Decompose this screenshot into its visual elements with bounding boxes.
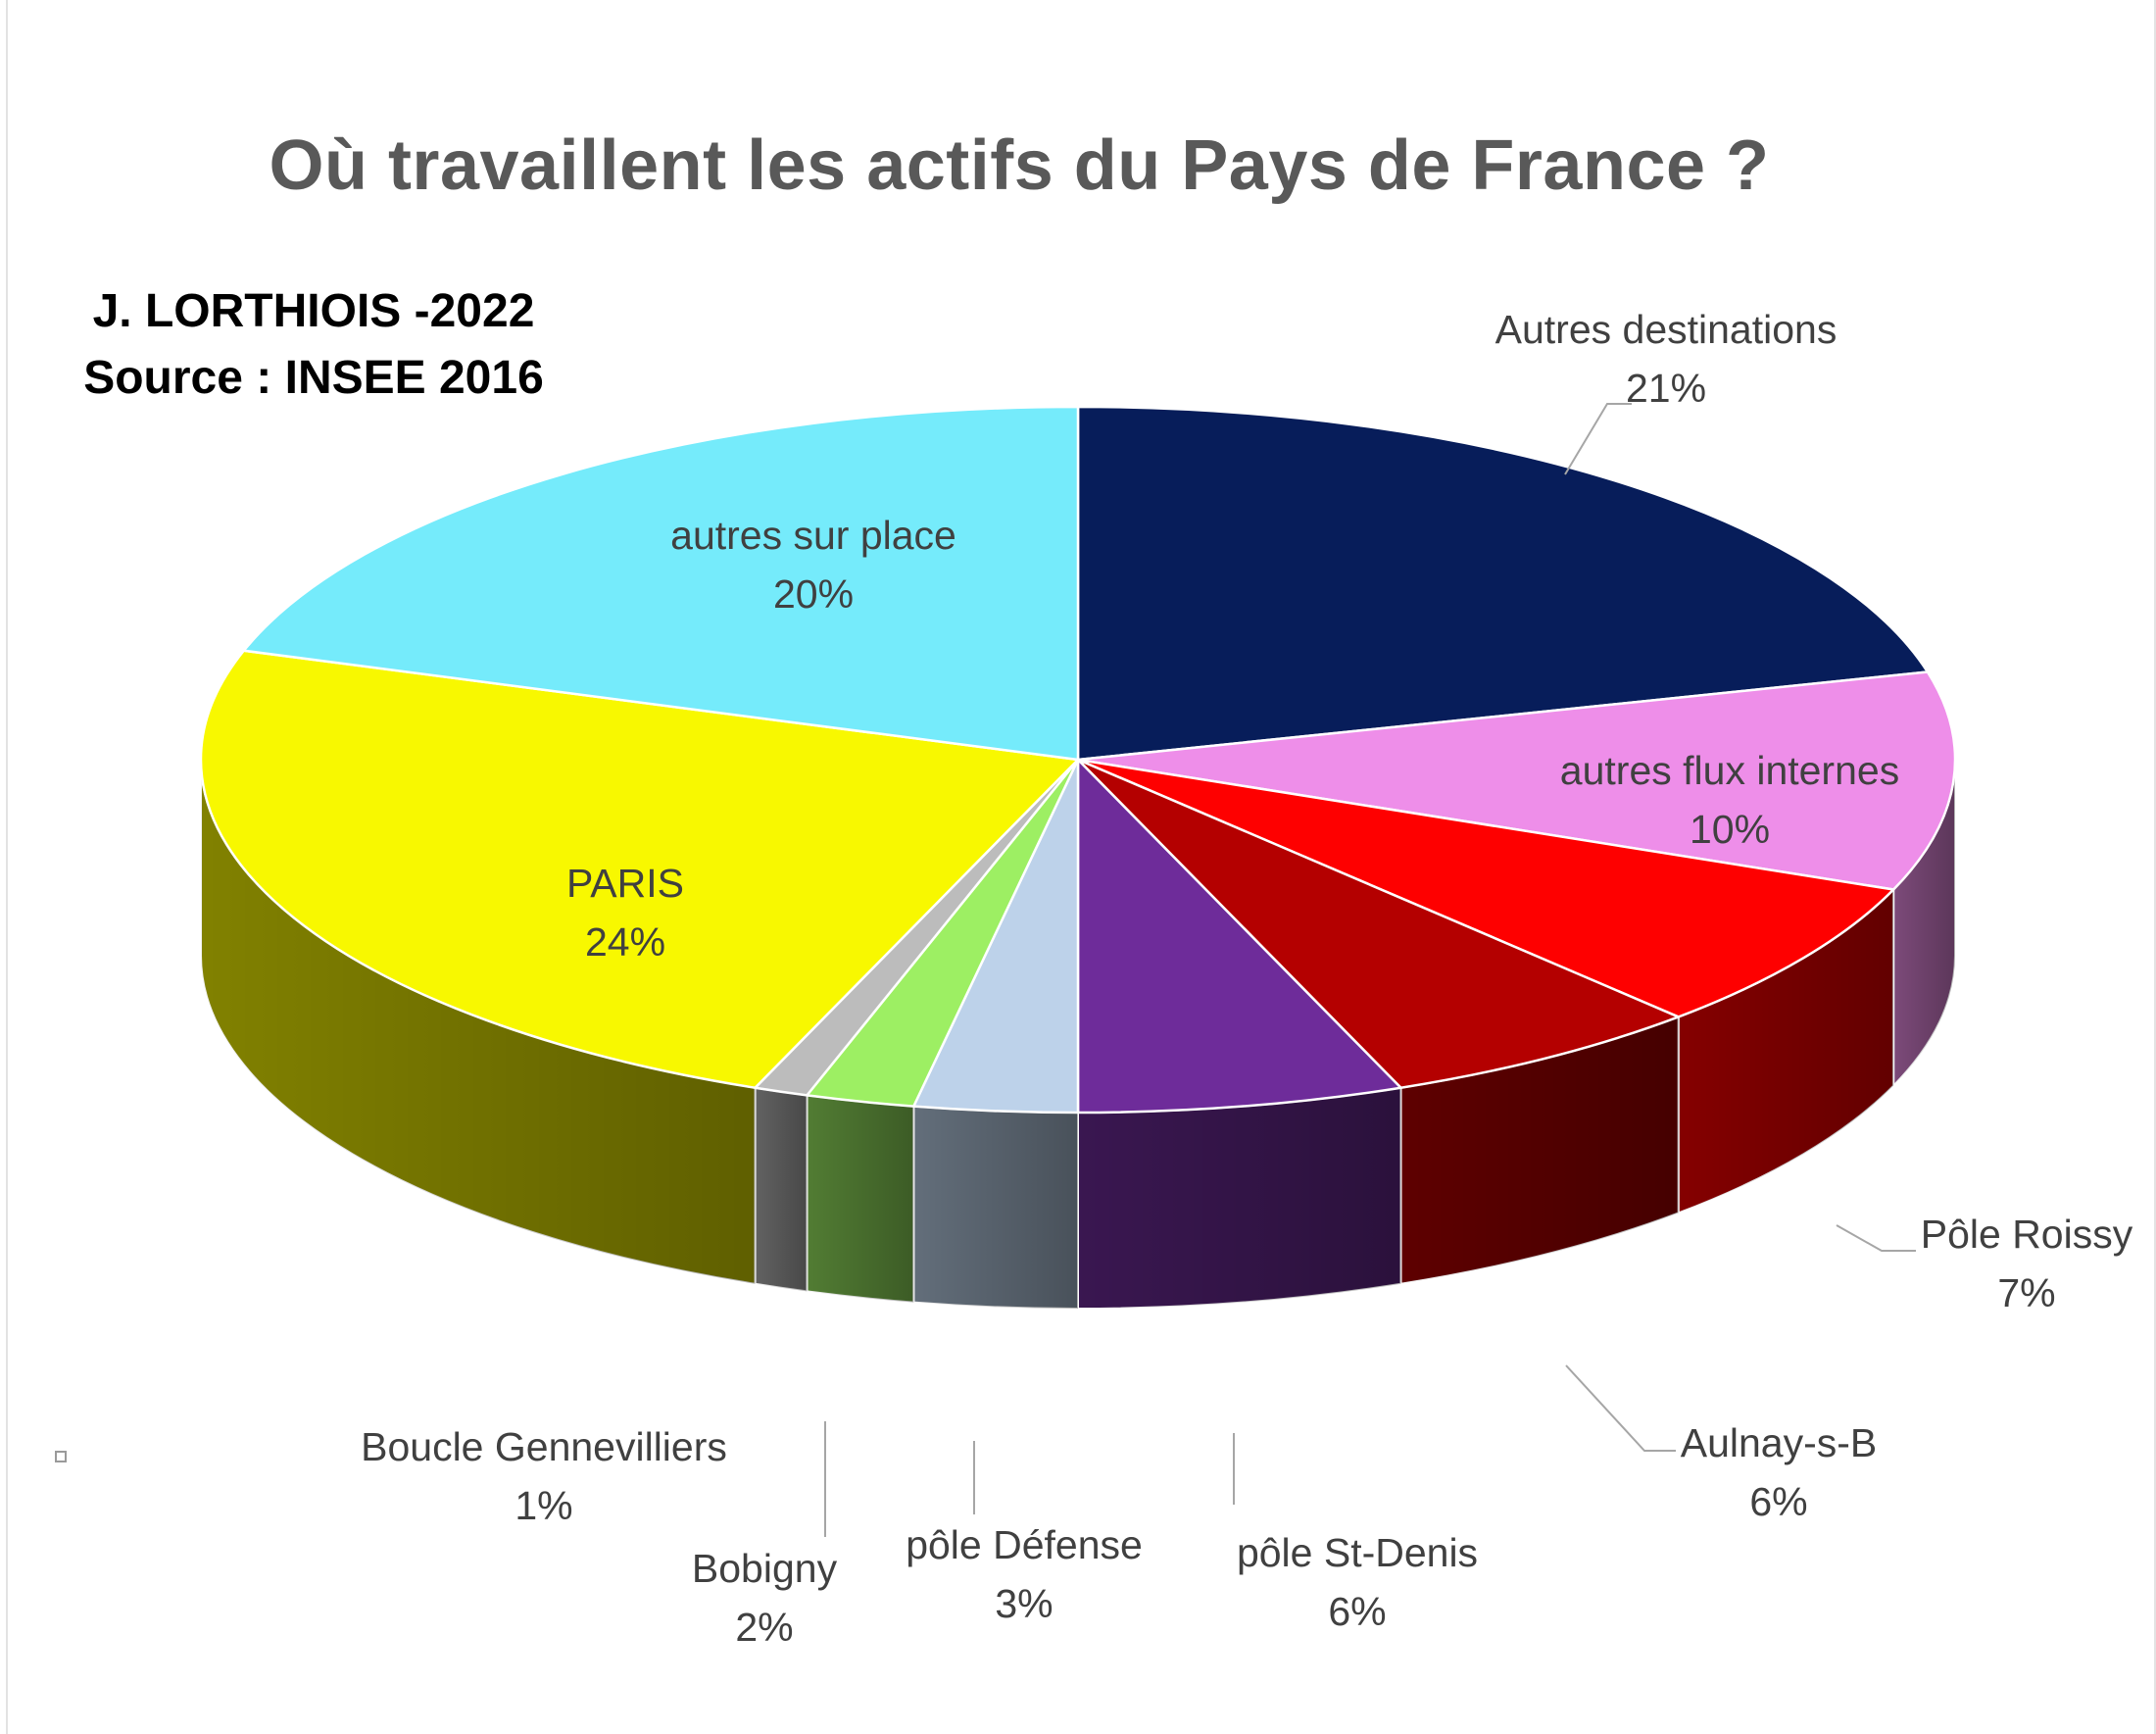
leader-line-pole-roissy: [1836, 1224, 1916, 1252]
slice-value-pole-roissy: 7%: [1997, 1270, 2055, 1315]
slice-label-pole-roissy: Pôle Roissy: [1921, 1212, 2133, 1257]
pie-side-bobigny-shading: [807, 1095, 914, 1303]
pie-top-faces: [199, 405, 1957, 1115]
pie-side-paris-shading: [201, 760, 756, 1284]
pie-slice-autres-destinations[interactable]: [1076, 405, 1930, 762]
pie-side-pole-st-denis-shading: [1078, 1087, 1401, 1309]
pie-slice-aulnay-s-b[interactable]: [1076, 758, 1680, 1089]
resize-handle-icon[interactable]: [55, 1451, 67, 1462]
credit-author: J. LORTHIOIS -2022: [92, 285, 535, 337]
slice-label-autres-sur-place: autres sur place: [670, 513, 956, 558]
leader-line-aulnay-s-b: [1565, 1364, 1676, 1452]
pie-slice-autres-flux-internes[interactable]: [1076, 670, 1957, 891]
slice-value-autres-sur-place: 20%: [773, 571, 854, 617]
slice-label-pole-st-denis: pôle St-Denis: [1237, 1530, 1478, 1575]
slice-value-pole-st-denis: 6%: [1328, 1589, 1386, 1634]
pie-slice-autres-sur-place[interactable]: [242, 405, 1080, 762]
pie-slice-paris[interactable]: [199, 649, 1080, 1089]
slice-value-pole-defense: 3%: [995, 1581, 1053, 1626]
slice-label-autres-destinations: Autres destinations: [1495, 307, 1838, 352]
slice-value-boucle-gennevilliers: 1%: [514, 1483, 572, 1528]
slice-label-bobigny: Bobigny: [692, 1546, 838, 1591]
chart-title: Où travaillent les actifs du Pays de Fra…: [269, 126, 1770, 205]
credit-source: Source : INSEE 2016: [83, 352, 544, 404]
page-border-right: [2154, 0, 2156, 1734]
pie-side-pole-roissy-shading: [1678, 889, 1894, 1214]
slice-value-bobigny: 2%: [735, 1605, 793, 1650]
pie-slice-pole-st-denis[interactable]: [1076, 758, 1402, 1115]
pie-side-autres-flux-internes-shading: [1893, 760, 1955, 1086]
pie-side-pole-defense-shading: [913, 1106, 1078, 1309]
pie-side-boucle-gennevilliers-shading: [755, 1087, 808, 1292]
slice-label-pole-defense: pôle Défense: [906, 1522, 1143, 1567]
page-border-left: [6, 0, 8, 1734]
slice-value-autres-flux-internes: 10%: [1690, 807, 1770, 852]
slice-label-paris: PARIS: [566, 861, 684, 906]
slice-label-boucle-gennevilliers: Boucle Gennevilliers: [361, 1424, 727, 1469]
pie-side-walls: [200, 759, 1956, 1311]
leader-lines: [824, 403, 1916, 1537]
slice-value-aulnay-s-b: 6%: [1749, 1479, 1807, 1524]
slice-value-paris: 24%: [585, 919, 665, 965]
leader-line-autres-destinations: [1564, 403, 1632, 475]
slice-label-autres-flux-internes: autres flux internes: [1560, 748, 1899, 793]
pie-slice-pole-roissy[interactable]: [1076, 758, 1895, 1018]
pie-side-aulnay-s-b-shading: [1400, 1016, 1679, 1284]
slice-label-aulnay-s-b: Aulnay-s-B: [1681, 1420, 1878, 1465]
slice-value-autres-destinations: 21%: [1626, 366, 1706, 411]
slice-labels: Autres destinations 21% autres flux intern…: [361, 307, 2133, 1650]
